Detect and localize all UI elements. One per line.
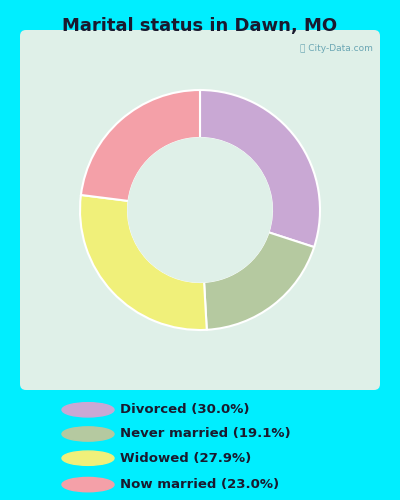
Wedge shape: [80, 195, 207, 330]
Text: Marital status in Dawn, MO: Marital status in Dawn, MO: [62, 18, 338, 36]
Text: Never married (19.1%): Never married (19.1%): [120, 428, 291, 440]
Circle shape: [62, 478, 114, 492]
Circle shape: [62, 451, 114, 466]
Text: ⓘ City-Data.com: ⓘ City-Data.com: [300, 44, 373, 54]
Wedge shape: [200, 90, 320, 247]
Wedge shape: [204, 232, 314, 330]
Text: Widowed (27.9%): Widowed (27.9%): [120, 452, 251, 464]
Circle shape: [62, 427, 114, 441]
FancyBboxPatch shape: [20, 30, 380, 390]
Text: Now married (23.0%): Now married (23.0%): [120, 478, 279, 491]
Circle shape: [128, 138, 272, 282]
Wedge shape: [81, 90, 200, 201]
Circle shape: [62, 402, 114, 417]
Text: Divorced (30.0%): Divorced (30.0%): [120, 404, 250, 416]
